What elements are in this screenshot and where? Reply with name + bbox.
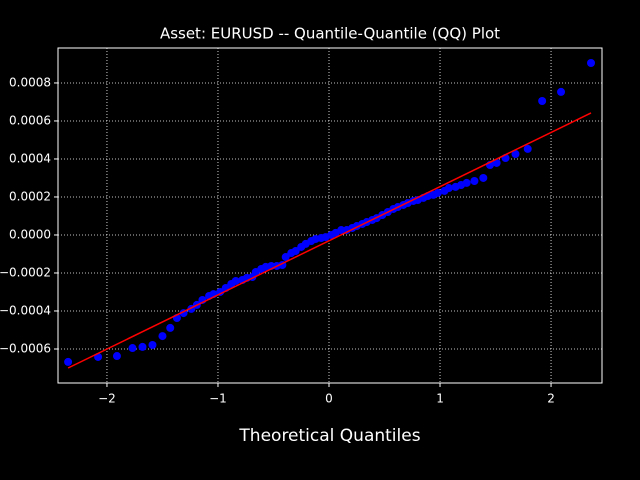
point (138, 342, 147, 351)
x-tick-label: −1 (209, 392, 227, 406)
point (166, 323, 175, 332)
y-tick-label: −0.0006 (0, 341, 51, 355)
x-tick-label: 2 (547, 392, 555, 406)
point (158, 332, 167, 341)
point (444, 184, 453, 193)
x-axis-label: Theoretical Quantiles (238, 426, 420, 446)
y-tick-label: 0.0000 (9, 227, 51, 241)
y-tick-label: −0.0002 (0, 265, 51, 279)
point (523, 144, 532, 153)
plot-frame (57, 47, 603, 384)
fit-line (67, 112, 592, 369)
point (281, 253, 290, 262)
point (479, 173, 488, 182)
y-tick-label: 0.0004 (9, 151, 51, 165)
point (462, 178, 471, 187)
x-tick-label: −2 (98, 392, 116, 406)
point (64, 357, 73, 366)
point (492, 158, 501, 167)
y-tick-label: −0.0004 (0, 303, 51, 317)
chart-title: Asset: EURUSD -- Quantile-Quantile (QQ) … (160, 25, 500, 43)
point (128, 344, 137, 353)
point (470, 177, 479, 186)
y-tick-label: 0.0006 (9, 113, 51, 127)
x-tick-label: 0 (325, 392, 333, 406)
point (557, 87, 566, 96)
x-tick-label: 1 (436, 392, 444, 406)
point (587, 59, 596, 68)
point (291, 246, 300, 255)
point (538, 97, 547, 106)
point (511, 150, 520, 159)
point (112, 352, 121, 361)
point (433, 188, 442, 197)
point (148, 340, 157, 349)
point (337, 226, 346, 235)
y-tick-label: 0.0002 (9, 189, 51, 203)
y-tick-label: 0.0008 (9, 75, 51, 89)
point (231, 276, 240, 285)
